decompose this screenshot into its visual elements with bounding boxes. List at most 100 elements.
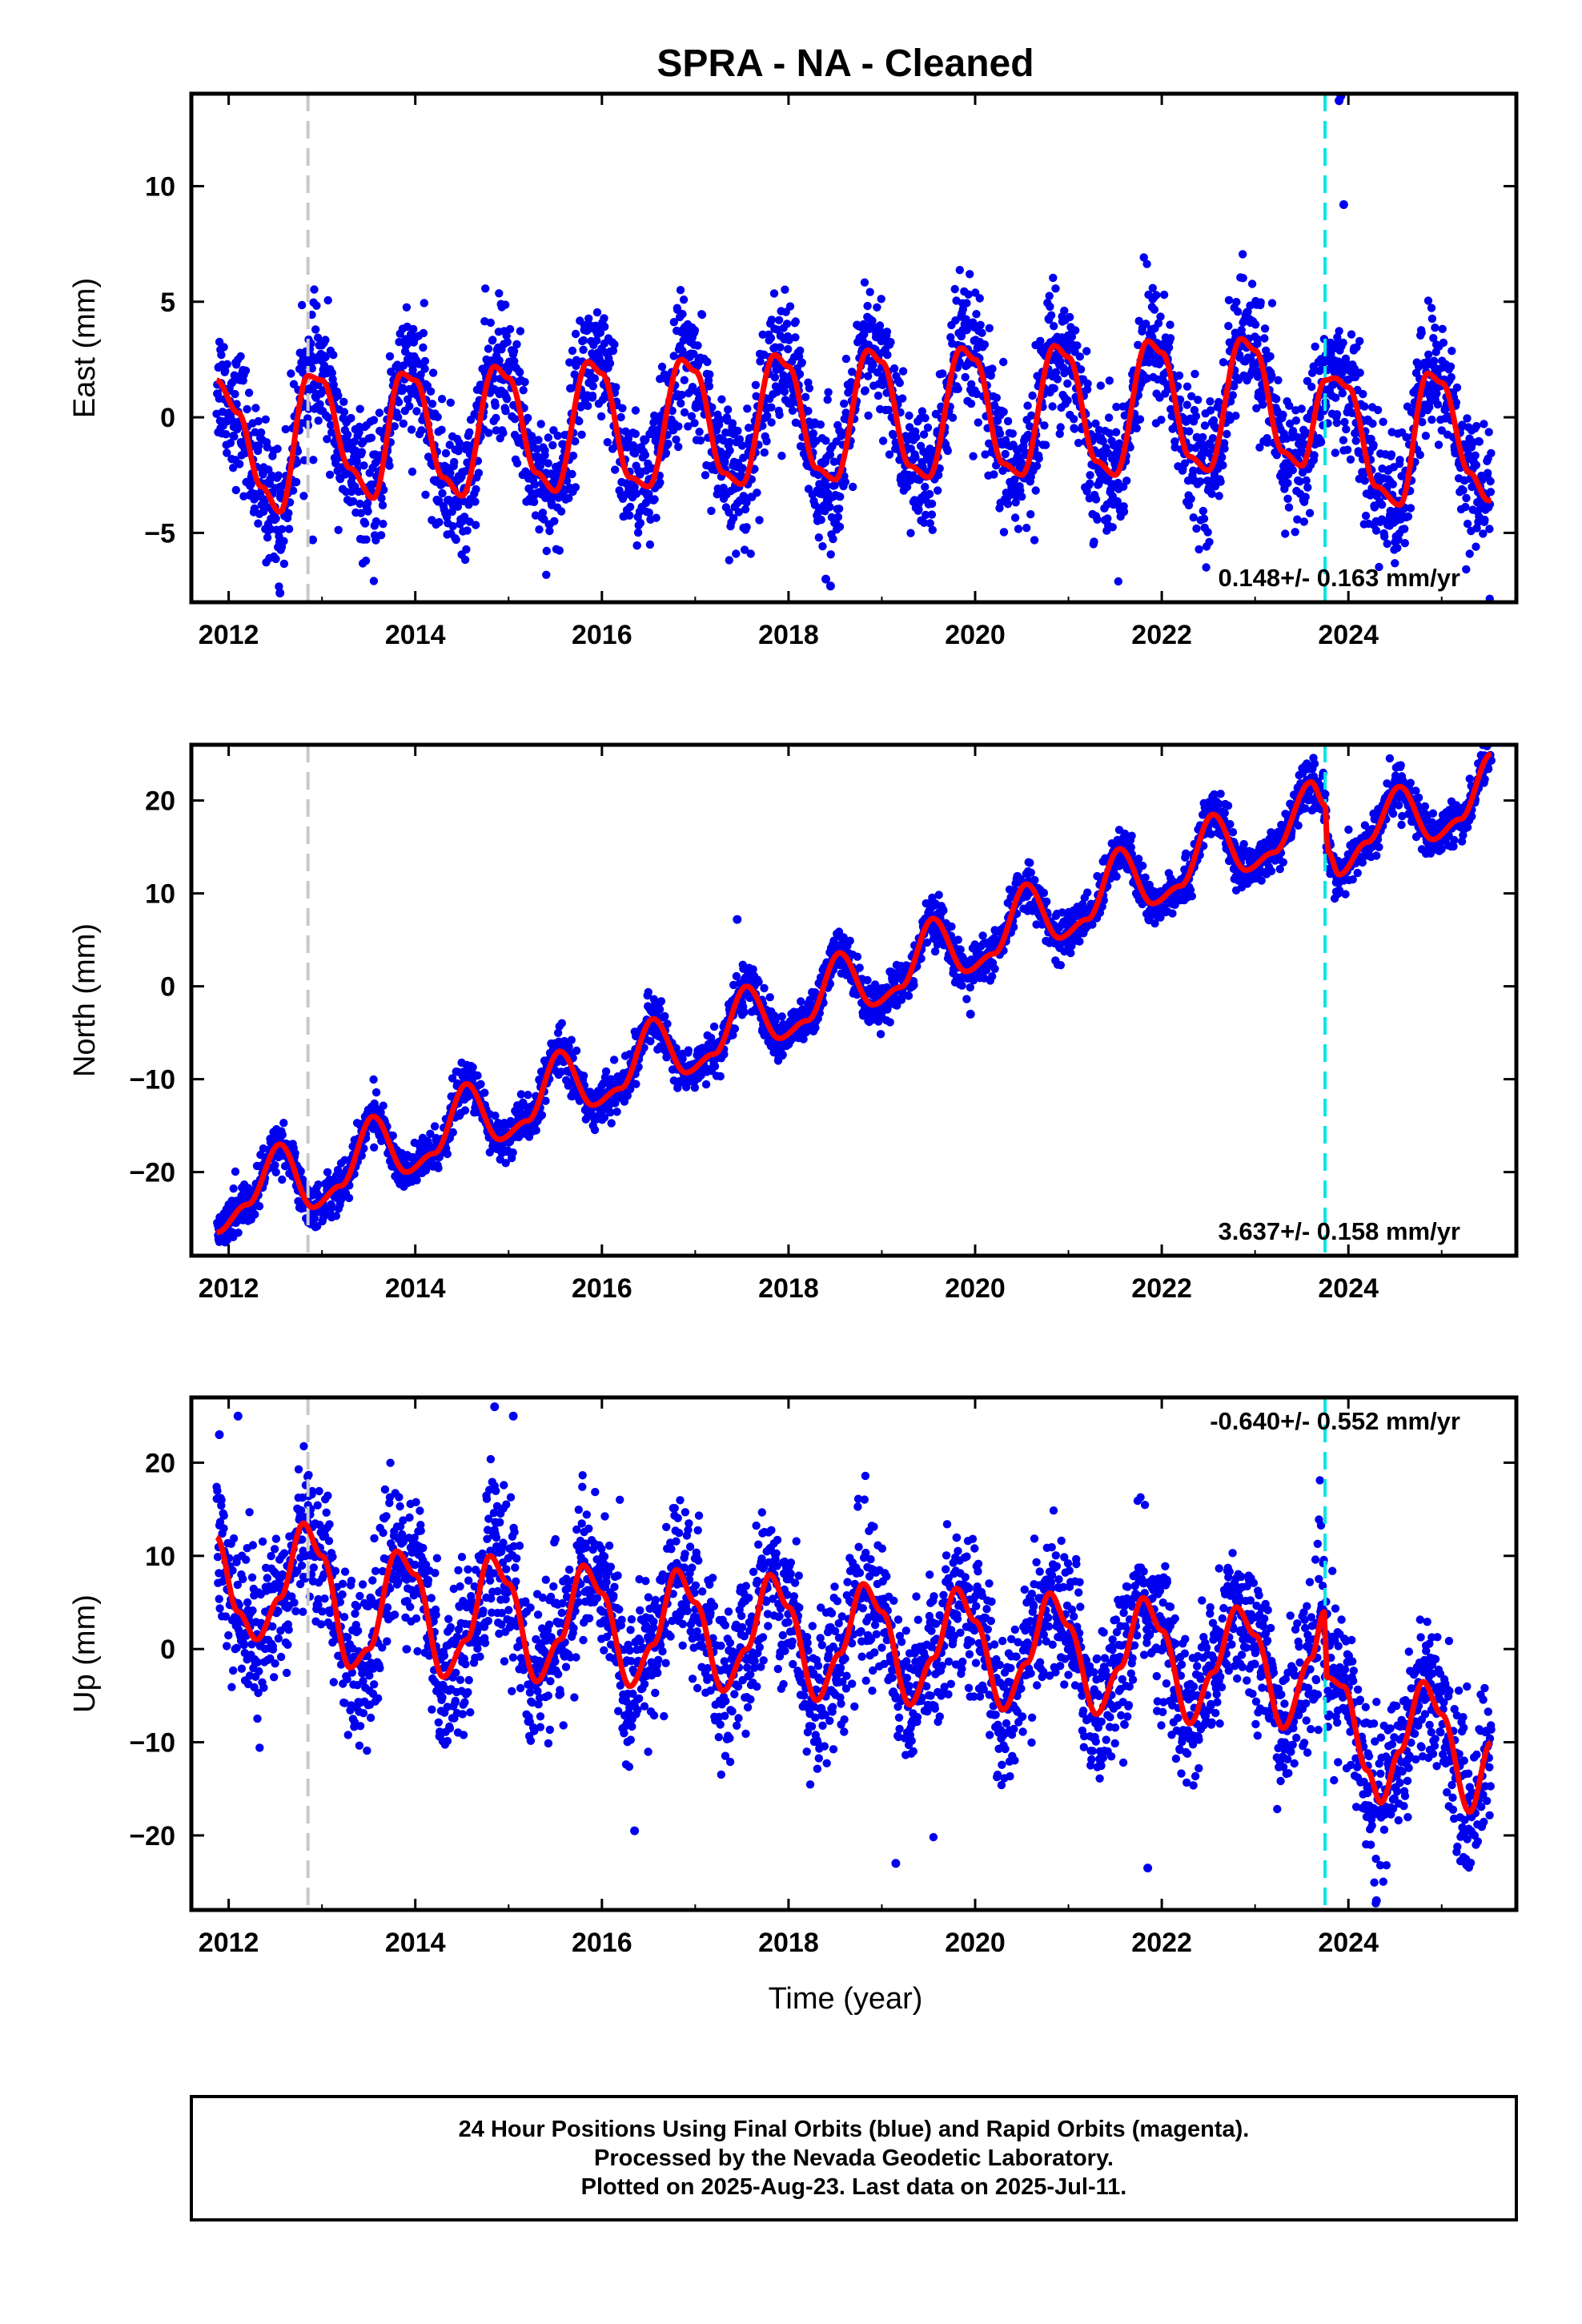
data-point (823, 395, 832, 404)
data-point (532, 1126, 540, 1135)
data-point (255, 1202, 264, 1211)
data-point (434, 1164, 443, 1172)
data-point (701, 471, 710, 480)
data-point (861, 386, 869, 395)
data-point (895, 379, 905, 388)
data-point (631, 429, 640, 438)
data-point (1427, 314, 1437, 324)
data-point (1400, 539, 1410, 548)
data-point (911, 453, 920, 462)
data-point (760, 448, 769, 457)
data-point (287, 369, 295, 378)
data-point (1239, 250, 1247, 259)
data-point (625, 511, 634, 520)
data-point (369, 577, 379, 585)
data-point (1219, 460, 1227, 470)
data-point (869, 360, 877, 369)
data-point (906, 529, 915, 537)
data-point (540, 451, 549, 460)
data-point (1267, 299, 1277, 308)
data-point (492, 426, 500, 435)
data-point (385, 461, 394, 470)
data-point (428, 368, 438, 377)
data-point (1472, 542, 1480, 551)
data-point (905, 411, 913, 420)
data-point (769, 289, 779, 298)
data-point (1447, 372, 1456, 382)
outlier-point (308, 535, 317, 545)
data-point (1230, 382, 1239, 391)
data-point (344, 1193, 354, 1203)
data-point (633, 528, 643, 537)
data-point (758, 330, 767, 339)
data-point (921, 413, 930, 423)
data-point (251, 428, 259, 436)
data-point (954, 384, 962, 393)
data-point (279, 559, 289, 569)
data-point (661, 1011, 669, 1021)
data-point (1302, 476, 1311, 485)
data-point (876, 327, 885, 336)
data-point (1191, 369, 1199, 379)
data-point (314, 1180, 323, 1189)
data-point (1187, 392, 1196, 400)
data-point (408, 365, 417, 375)
data-point (278, 525, 287, 533)
data-point (927, 499, 937, 509)
data-point (261, 415, 270, 424)
data-point (719, 484, 728, 493)
data-point (1018, 493, 1026, 501)
data-point (376, 531, 386, 540)
data-point (1465, 549, 1474, 558)
data-point (912, 432, 921, 442)
data-point (495, 289, 504, 298)
data-point (1206, 397, 1215, 406)
data-point (1034, 454, 1043, 463)
data-point (564, 493, 573, 503)
data-point (928, 525, 938, 534)
data-point (950, 284, 959, 294)
data-point (1134, 316, 1143, 325)
data-point (1091, 495, 1101, 504)
data-point (1098, 436, 1108, 446)
data-point (571, 483, 580, 492)
data-point (255, 441, 263, 450)
data-point (972, 310, 981, 319)
outlier-point (825, 581, 835, 591)
outlier-point (821, 574, 830, 584)
x-tick-label: 2022 (1131, 620, 1192, 650)
data-point (701, 1080, 711, 1089)
data-point (1475, 437, 1484, 446)
data-point (796, 346, 805, 355)
data-point (1434, 440, 1443, 449)
data-point (1347, 330, 1356, 339)
data-point (1459, 486, 1468, 495)
data-point (251, 1210, 259, 1219)
data-point (1026, 510, 1035, 519)
data-point (1260, 334, 1269, 343)
data-point (826, 550, 835, 559)
data-point (1224, 296, 1234, 304)
data-point (1433, 400, 1443, 409)
data-point (684, 1046, 693, 1055)
data-point (964, 290, 973, 299)
data-point (1154, 319, 1163, 328)
data-point (1112, 402, 1121, 412)
data-point (356, 509, 366, 517)
data-point (460, 513, 469, 521)
data-point (1406, 504, 1415, 513)
data-point (1380, 532, 1389, 541)
data-point (902, 482, 912, 492)
data-point (1463, 519, 1472, 529)
data-point (1150, 305, 1159, 314)
data-point (1158, 340, 1166, 349)
data-point (420, 364, 429, 373)
data-point (1260, 324, 1270, 333)
data-point (1215, 492, 1223, 501)
data-point (636, 518, 645, 528)
data-point (536, 420, 545, 428)
data-point (684, 422, 693, 431)
data-point (1297, 404, 1306, 413)
data-point (655, 1005, 665, 1014)
